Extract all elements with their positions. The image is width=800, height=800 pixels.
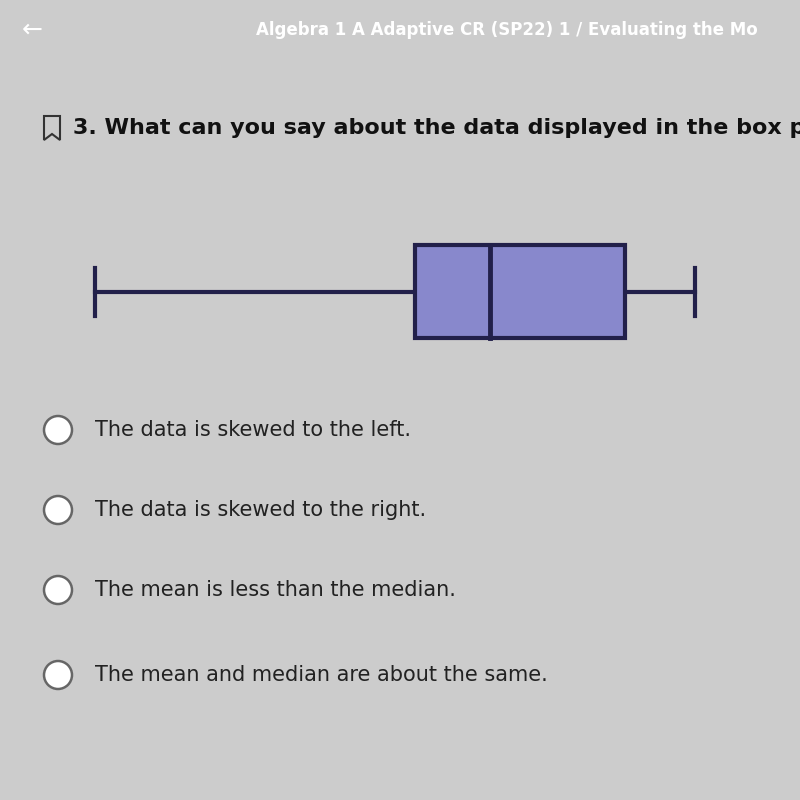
Circle shape: [44, 661, 72, 689]
Text: Algebra 1 A Adaptive CR (SP22) 1 / Evaluating the Mo: Algebra 1 A Adaptive CR (SP22) 1 / Evalu…: [256, 21, 758, 39]
Text: The mean and median are about the same.: The mean and median are about the same.: [95, 665, 548, 685]
Text: The data is skewed to the left.: The data is skewed to the left.: [95, 420, 411, 440]
Text: 3. What can you say about the data displayed in the box plot?: 3. What can you say about the data displ…: [73, 118, 800, 138]
Text: The mean is less than the median.: The mean is less than the median.: [95, 580, 456, 600]
Text: The data is skewed to the right.: The data is skewed to the right.: [95, 500, 426, 520]
Text: ←: ←: [22, 18, 42, 42]
Circle shape: [44, 496, 72, 524]
Bar: [415, 245, 625, 338]
Circle shape: [44, 576, 72, 604]
Circle shape: [44, 416, 72, 444]
